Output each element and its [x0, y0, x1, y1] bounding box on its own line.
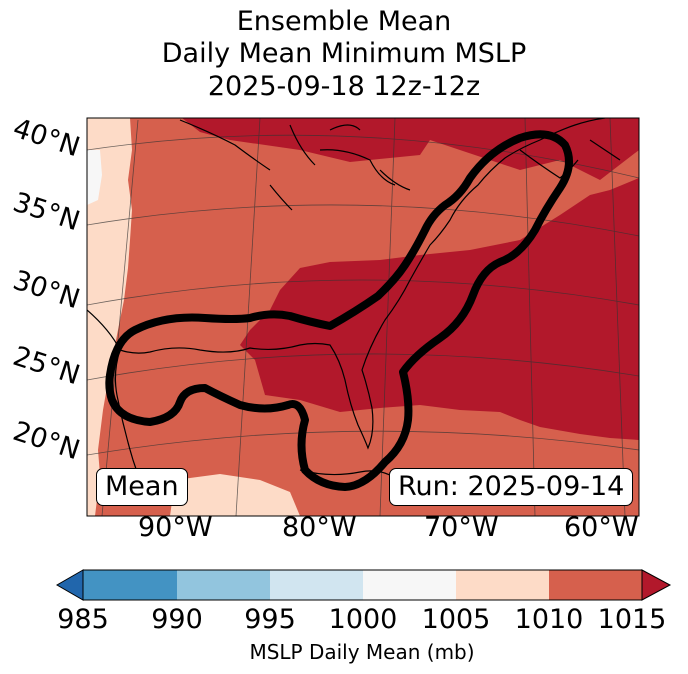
lon-label-60w: 60°W	[564, 512, 639, 543]
colorbar-990-995	[177, 570, 270, 600]
run-date-box: Run: 2025-09-14	[389, 468, 634, 506]
colorbar-tick-990: 990	[151, 604, 203, 635]
band-1010-1015	[87, 118, 639, 516]
band-1005-1010-south	[170, 474, 300, 516]
lon-label-90w: 90°W	[138, 512, 213, 543]
coastlines	[87, 118, 621, 501]
lon-label-80w: 80°W	[282, 512, 357, 543]
colorbar-extend-low	[55, 569, 84, 601]
colorbar-995-1000	[270, 570, 363, 600]
band-1005-1010	[87, 118, 132, 516]
colorbar-frame	[82, 569, 643, 601]
colorbar-tick-995: 995	[244, 604, 296, 635]
chart-title-line3: 2025-09-18 12z-12z	[207, 71, 481, 102]
lon-label-70w: 70°W	[424, 512, 499, 543]
colorbar-tick-1000: 1000	[328, 604, 398, 635]
colorbar-985-990	[83, 570, 177, 600]
mean-label-box: Mean	[96, 468, 188, 506]
band-1000-1005	[87, 150, 102, 205]
colorbar-tick-1010: 1010	[514, 604, 584, 635]
mean-contour	[105, 130, 573, 491]
colorbar-label: MSLP Daily Mean (mb)	[249, 640, 475, 664]
colorbar-tick-985: 985	[57, 604, 109, 635]
colorbar-1010-1015	[549, 570, 642, 600]
colorbar-1000-1005	[363, 570, 456, 600]
colorbar-1005-1010	[456, 570, 549, 600]
colorbar-tick-1005: 1005	[421, 604, 491, 635]
chart-title-line1: Ensemble Mean	[236, 6, 452, 37]
colorbar-tick-1015: 1015	[597, 604, 667, 635]
map-frame	[86, 117, 640, 517]
chart-title-line2: Daily Mean Minimum MSLP	[161, 38, 527, 69]
colorbar-extend-high	[641, 569, 672, 601]
